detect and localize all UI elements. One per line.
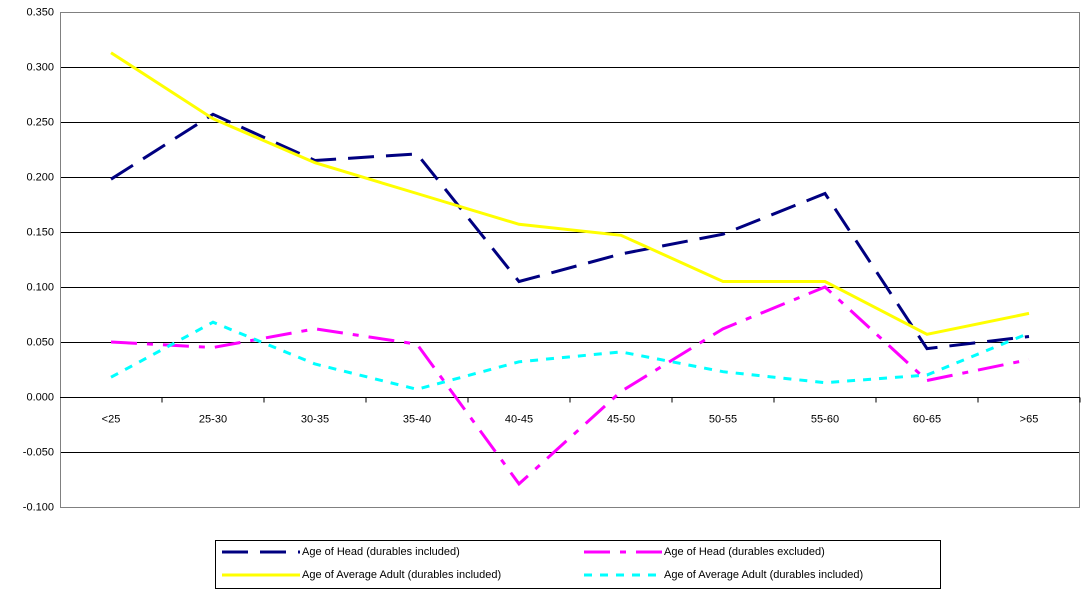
x-tick-label: <25: [102, 413, 121, 425]
x-tick-label: 45-50: [607, 413, 635, 425]
legend-label: Age of Head (durables included): [302, 546, 460, 558]
x-tick-label: 50-55: [709, 413, 737, 425]
series-line: [110, 112, 1030, 351]
x-tick-label: 60-65: [913, 413, 941, 425]
y-tick-label: 0.200: [26, 171, 54, 183]
x-tick-label: >65: [1020, 413, 1039, 425]
y-tick-label: 0.300: [26, 61, 54, 73]
legend-label: Age of Head (durables excluded): [664, 546, 825, 558]
y-tick-label: 0.000: [26, 391, 54, 403]
series-line: [110, 51, 1030, 336]
x-tick-label: 30-35: [301, 413, 329, 425]
y-tick-label: 0.150: [26, 226, 54, 238]
x-tick-label: 25-30: [199, 413, 227, 425]
legend-box: [215, 540, 941, 589]
x-tick-label: 40-45: [505, 413, 533, 425]
y-tick-label: 0.350: [26, 6, 54, 18]
y-tick-label: 0.050: [26, 336, 54, 348]
plot-border: [60, 12, 1080, 508]
legend-label: Age of Average Adult (durables included): [664, 569, 863, 581]
y-tick-label: -0.050: [23, 446, 54, 458]
y-tick-label: -0.100: [23, 501, 54, 513]
x-tick-label: 55-60: [811, 413, 839, 425]
y-tick-label: 0.100: [26, 281, 54, 293]
legend-label: Age of Average Adult (durables included): [302, 569, 501, 581]
series-line: [110, 320, 1030, 391]
y-tick-label: 0.250: [26, 116, 54, 128]
x-tick-label: 35-40: [403, 413, 431, 425]
